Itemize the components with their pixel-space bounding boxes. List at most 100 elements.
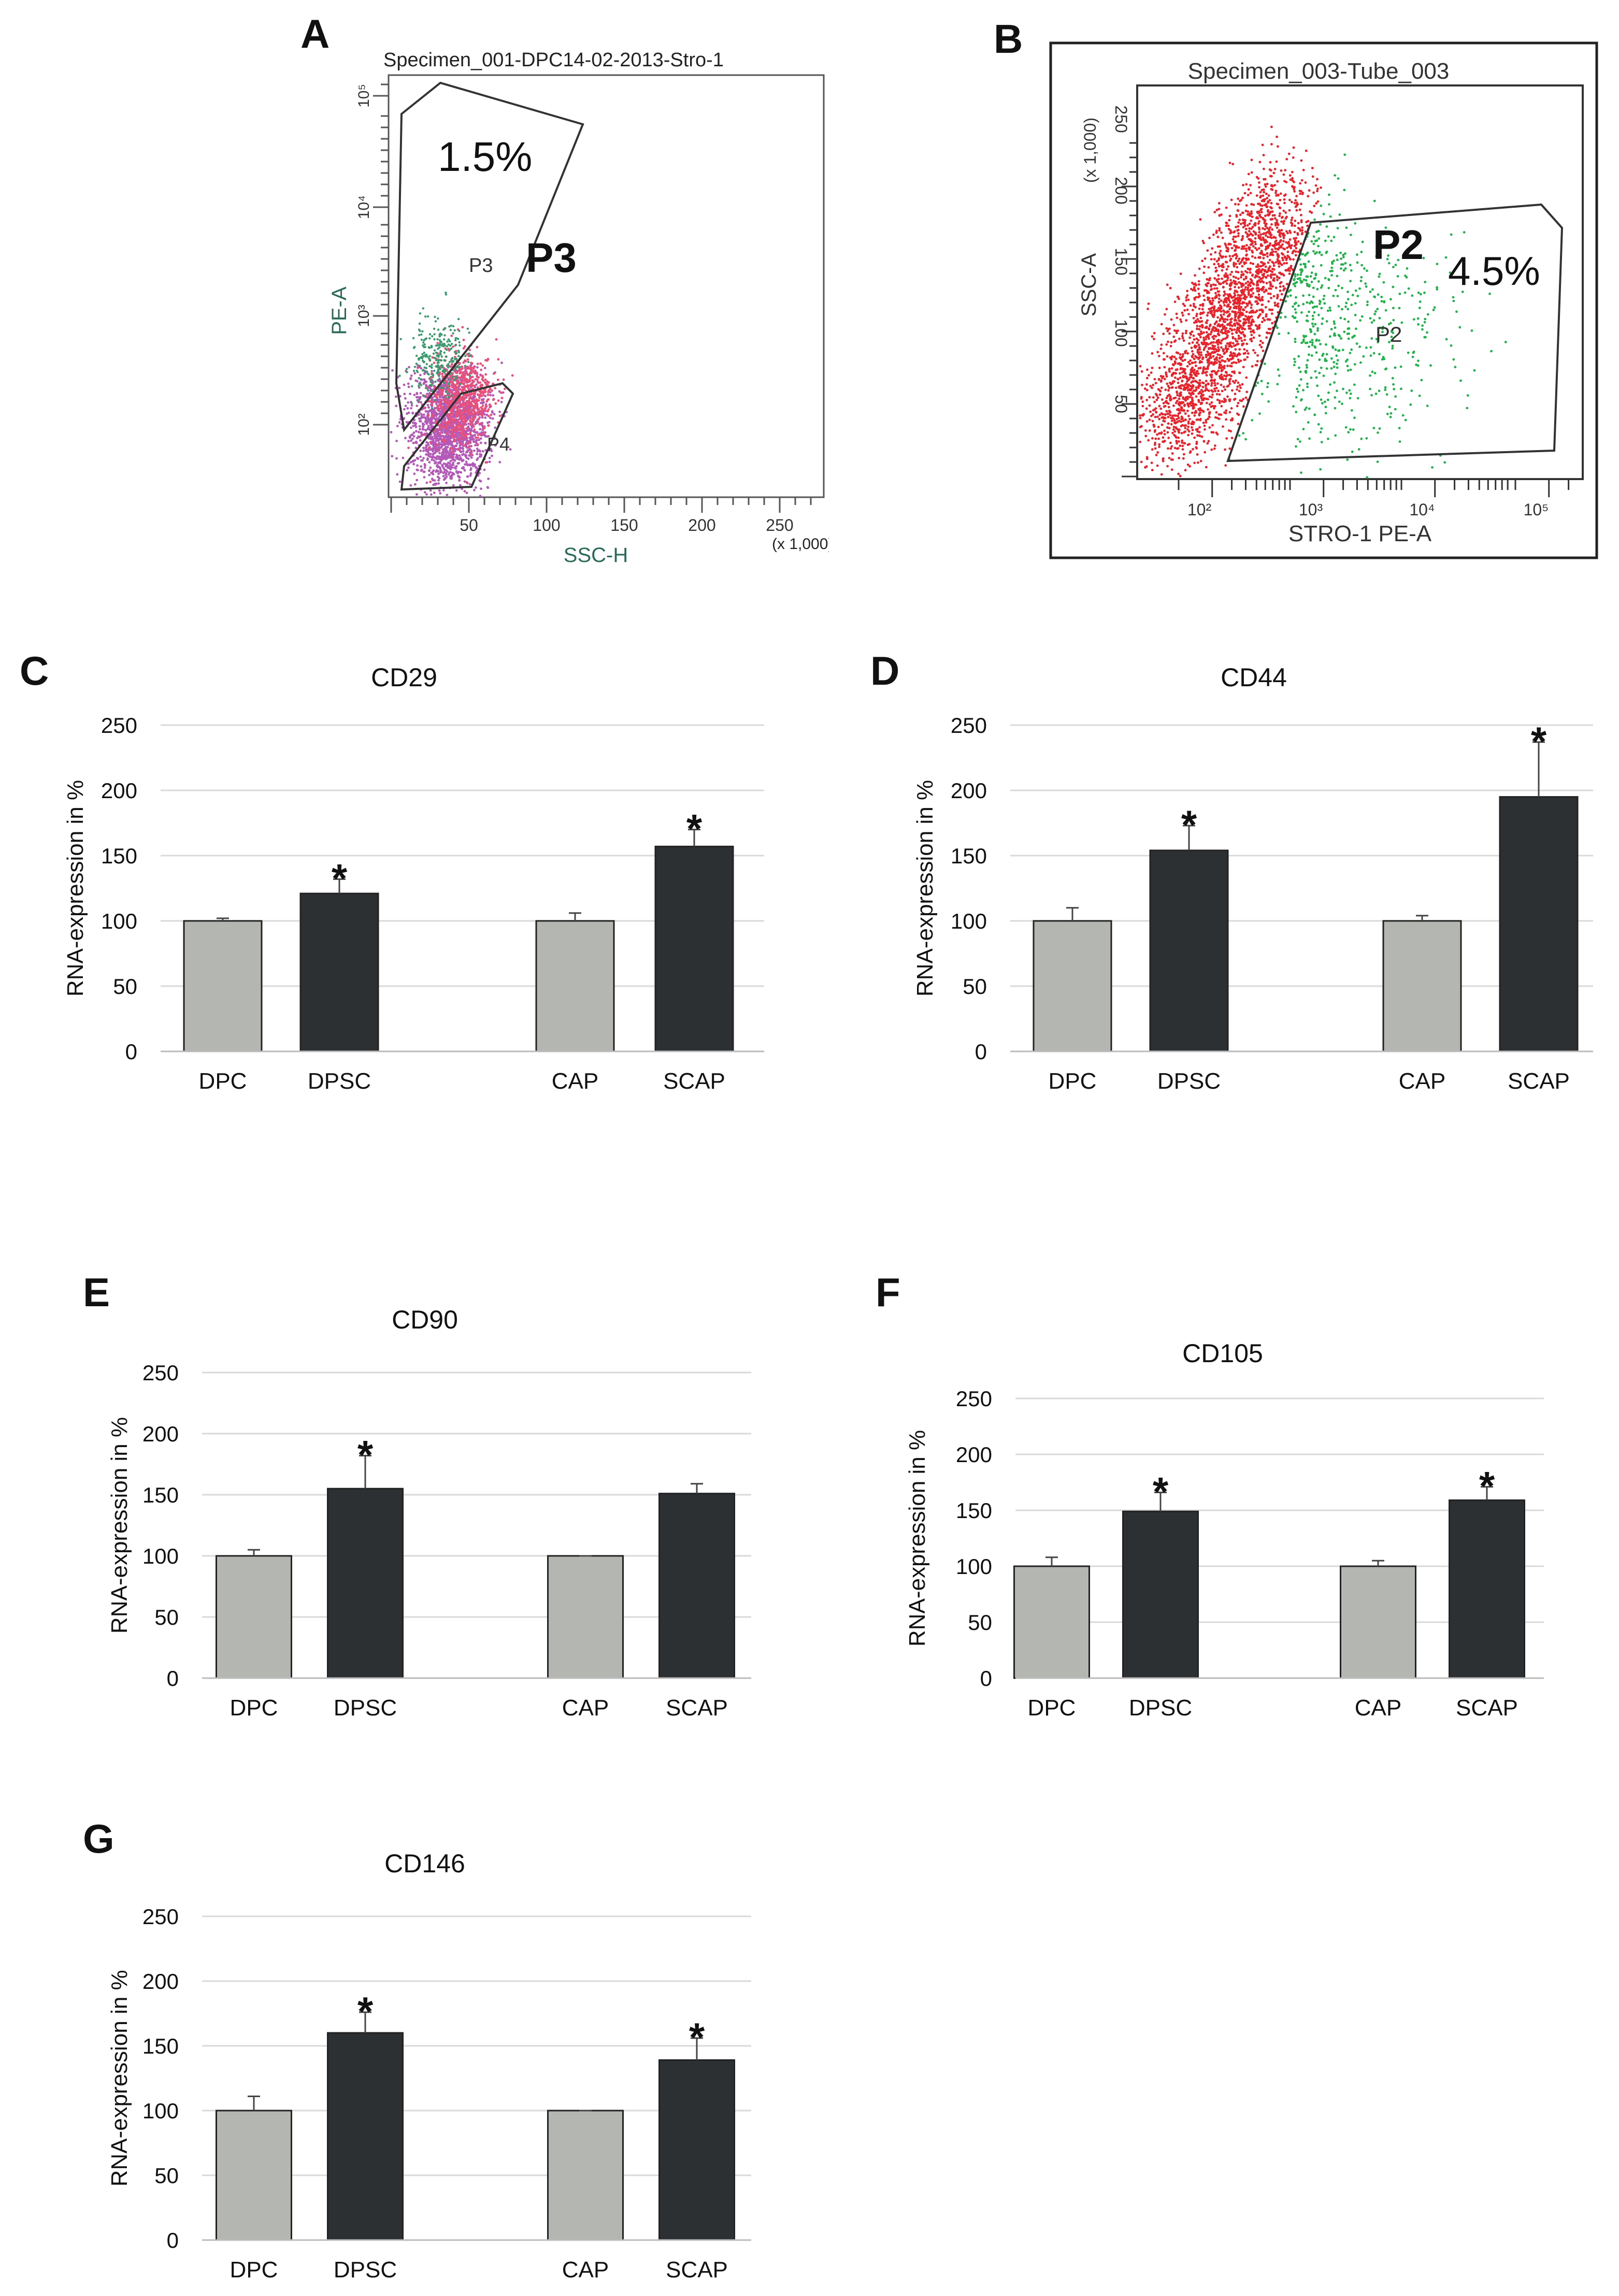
event-dot	[1270, 187, 1273, 191]
event-dot	[416, 392, 419, 395]
event-dot	[1236, 322, 1239, 324]
event-dot	[1160, 412, 1163, 415]
event-dot	[435, 469, 438, 472]
event-dot	[427, 414, 430, 417]
event-dot	[1245, 258, 1248, 262]
event-dot	[1214, 251, 1217, 254]
event-dot	[449, 477, 452, 480]
event-dot	[1231, 238, 1235, 241]
event-dot	[456, 365, 459, 367]
event-dot	[436, 437, 439, 440]
event-dot	[436, 431, 439, 435]
event-dot	[1155, 411, 1158, 414]
event-dot	[450, 431, 453, 435]
event-dot	[1185, 329, 1187, 333]
event-dot	[395, 395, 397, 398]
event-dot	[484, 410, 487, 412]
event-dot	[443, 447, 446, 451]
plot-b-title: Specimen_003-Tube_003	[1188, 59, 1450, 84]
event-dot	[440, 386, 442, 389]
event-dot	[1295, 247, 1298, 250]
event-dot	[441, 424, 444, 427]
event-dot	[1269, 281, 1272, 284]
event-dot	[1244, 438, 1247, 441]
event-dot	[451, 411, 454, 413]
event-dot	[458, 417, 461, 421]
event-dot	[454, 466, 457, 469]
event-dot	[1220, 310, 1223, 313]
event-dot	[1216, 416, 1219, 420]
event-dot	[1156, 351, 1159, 354]
event-dot	[1195, 321, 1198, 324]
event-dot	[469, 437, 472, 440]
event-dot	[1273, 301, 1277, 305]
event-dot	[415, 363, 418, 365]
event-dot	[1188, 443, 1191, 445]
event-dot	[1154, 407, 1157, 410]
event-dot	[463, 415, 466, 418]
event-dot	[1224, 337, 1227, 340]
event-dot	[424, 354, 426, 356]
event-dot	[439, 396, 441, 399]
event-dot	[449, 446, 452, 450]
event-dot	[1208, 426, 1211, 429]
event-dot	[1208, 395, 1211, 398]
event-dot	[1218, 401, 1221, 405]
event-dot	[1182, 457, 1185, 460]
plot-a-y-label: PE-A	[328, 286, 351, 335]
event-dot	[1241, 301, 1244, 304]
event-dot	[1203, 428, 1206, 431]
event-dot	[439, 368, 441, 370]
event-dot	[480, 406, 482, 409]
event-dot	[1170, 423, 1173, 426]
event-dot	[1139, 416, 1142, 420]
event-dot	[476, 403, 479, 406]
event-dot	[1222, 338, 1225, 341]
event-dot	[1172, 417, 1175, 421]
event-dot	[1218, 227, 1221, 230]
event-dot	[471, 376, 474, 379]
event-dot	[462, 447, 465, 450]
event-dot	[1174, 357, 1178, 360]
event-dot	[1206, 367, 1209, 370]
event-dot	[487, 398, 490, 401]
event-dot	[1184, 427, 1187, 429]
event-dot	[416, 405, 419, 407]
event-dot	[440, 344, 443, 347]
event-dot	[1265, 203, 1268, 206]
event-dot	[1159, 348, 1163, 350]
event-dot	[1217, 300, 1221, 304]
event-dot	[1301, 193, 1304, 195]
event-dot	[1210, 448, 1213, 451]
event-dot	[1216, 398, 1219, 401]
event-dot	[450, 324, 452, 327]
event-dot	[448, 378, 450, 381]
event-dot	[420, 459, 423, 462]
event-dot	[1215, 279, 1218, 281]
event-dot	[467, 449, 470, 452]
event-dot	[1180, 415, 1183, 418]
event-dot	[1224, 351, 1226, 354]
event-dot	[1156, 415, 1159, 418]
event-dot	[483, 391, 486, 394]
event-dot	[1175, 331, 1178, 335]
event-dot	[1162, 440, 1165, 443]
event-dot	[1198, 434, 1201, 437]
event-dot	[486, 410, 489, 413]
event-dot	[1220, 339, 1223, 342]
event-dot	[1271, 228, 1273, 231]
event-dot	[484, 441, 487, 444]
event-dot	[436, 465, 438, 468]
event-dot	[1152, 383, 1155, 386]
event-dot	[464, 444, 467, 447]
event-dot	[451, 396, 454, 399]
event-dot	[1237, 259, 1239, 263]
event-dot	[1208, 403, 1211, 406]
event-dot	[1168, 427, 1171, 429]
panel-letter-g: G	[83, 1816, 114, 1861]
event-dot	[436, 338, 439, 341]
event-dot	[1252, 263, 1254, 265]
event-dot	[1196, 370, 1199, 373]
event-dot	[474, 405, 477, 408]
event-dot	[1283, 262, 1286, 265]
